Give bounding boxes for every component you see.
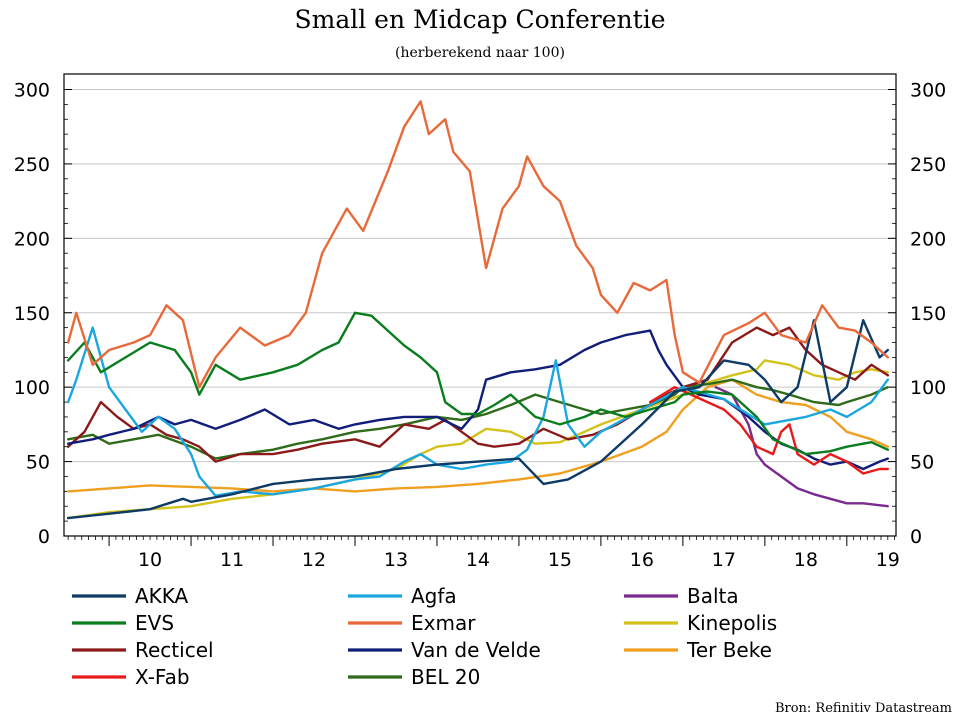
legend-label-akka: AKKA <box>135 584 189 608</box>
source-note: Bron: Refinitiv Datastream <box>775 701 952 716</box>
y-tick-label-left: 150 <box>14 303 50 325</box>
axes: 0 0 50 50 100 100 150 150 200 200 250 250 300 300 10 11… <box>14 80 947 572</box>
y-tick-label-right: 150 <box>910 303 946 325</box>
series-lines <box>66 100 889 520</box>
x-tick-label: 17 <box>712 549 736 571</box>
legend-label-agfa: Agfa <box>411 584 457 608</box>
legend-label-van-de-velde: Van de Velde <box>411 638 541 662</box>
legend-label-ter-beke: Ter Beke <box>686 638 772 662</box>
y-tick-label-left: 200 <box>14 228 50 250</box>
legend-label-balta: Balta <box>687 584 739 608</box>
x-tick-label: 13 <box>384 549 408 571</box>
y-tick-label-right: 300 <box>910 80 946 102</box>
series-line-akka <box>66 319 889 520</box>
series-line-recticel <box>66 326 889 463</box>
legend-label-x-fab: X-Fab <box>135 665 190 689</box>
y-tick-label-right: 0 <box>910 526 922 548</box>
x-tick-label: 19 <box>876 549 900 571</box>
y-tick-label-left: 0 <box>38 526 50 548</box>
y-tick-label-right: 250 <box>910 154 946 176</box>
series-line-x-fab <box>648 386 889 475</box>
y-tick-label-right: 50 <box>910 452 934 474</box>
chart-title: Small en Midcap Conferentie <box>295 5 666 34</box>
y-tick-label-left: 50 <box>26 452 50 474</box>
series-line-kinepolis <box>66 359 889 520</box>
x-tick-label: 10 <box>138 549 162 571</box>
y-tick-label-left: 300 <box>14 80 50 102</box>
legend-label-recticel: Recticel <box>135 638 214 662</box>
series-line-evs <box>66 311 889 456</box>
x-tick-label: 14 <box>466 549 490 571</box>
series-line-ter-beke <box>66 378 889 493</box>
legend-label-bel-20: BEL 20 <box>411 665 480 689</box>
legend: AKKA Agfa Balta EVS Exmar Kinepolis Recticel Va… <box>72 584 777 689</box>
legend-label-evs: EVS <box>135 611 174 635</box>
y-tick-label-left: 100 <box>14 377 50 399</box>
series-line-balta <box>714 386 889 508</box>
y-tick-label-right: 100 <box>910 377 946 399</box>
plot-area <box>63 73 897 537</box>
x-tick-label: 18 <box>794 549 818 571</box>
x-tick-label: 16 <box>630 549 654 571</box>
y-tick-label-left: 250 <box>14 154 50 176</box>
legend-label-kinepolis: Kinepolis <box>687 611 777 635</box>
x-tick-label: 11 <box>220 549 244 571</box>
x-tick-label: 15 <box>548 549 572 571</box>
x-tick-label: 12 <box>302 549 326 571</box>
legend-label-exmar: Exmar <box>411 611 476 635</box>
series-line-exmar <box>66 100 889 389</box>
y-tick-label-right: 200 <box>910 228 946 250</box>
chart-subtitle: (herberekend naar 100) <box>395 45 565 61</box>
